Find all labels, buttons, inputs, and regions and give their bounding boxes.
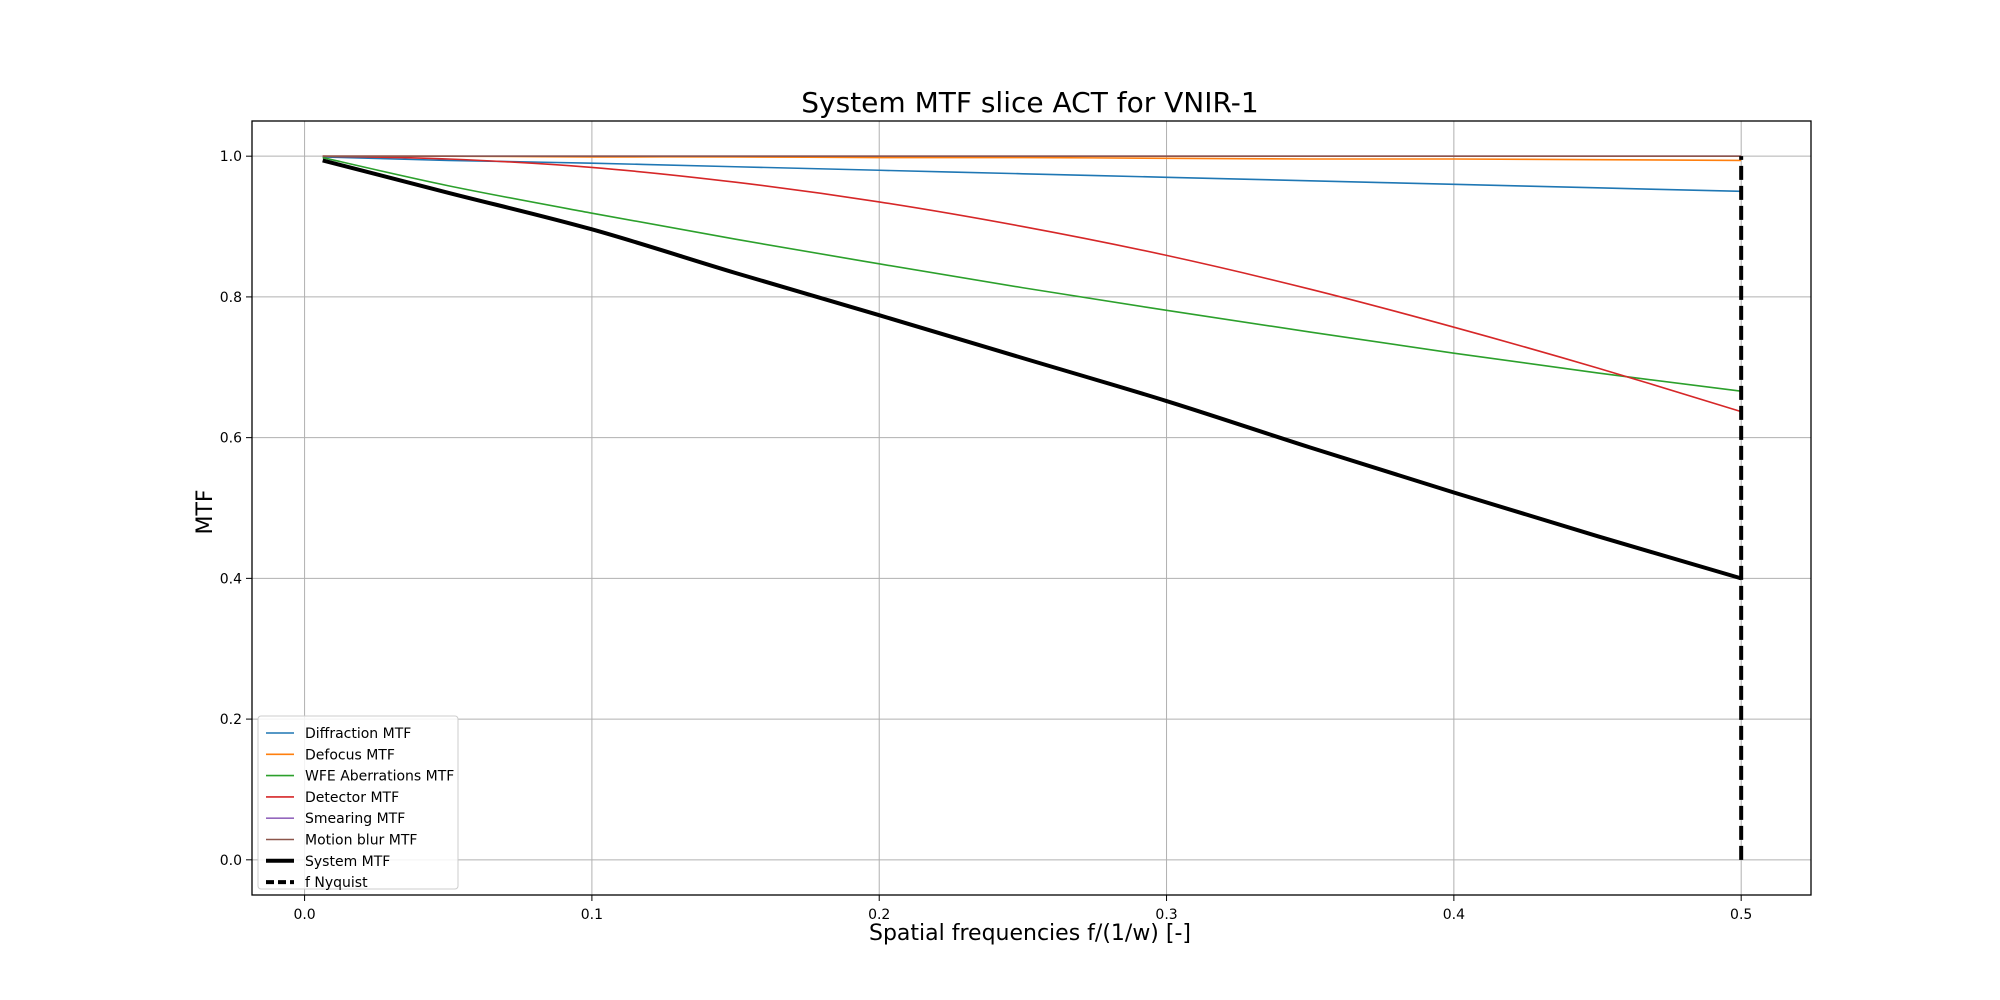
x-tick-label: 0.4: [1443, 907, 1465, 923]
x-tick-label: 0.5: [1730, 907, 1752, 923]
x-tick-label: 0.3: [1155, 907, 1177, 923]
y-tick-label: 0.0: [220, 853, 242, 869]
series-line-diffraction-mtf: [322, 156, 1742, 193]
y-tick-label: 0.8: [220, 290, 242, 306]
y-axis-label: MTF: [193, 489, 218, 534]
y-tick-label: 1.0: [220, 149, 242, 165]
y-tick-label: 0.2: [220, 712, 242, 728]
grid: [252, 121, 1811, 895]
legend-label: Diffraction MTF: [305, 726, 411, 742]
legend: Diffraction MTF Defocus MTF WFE Aberration…: [257, 715, 459, 891]
series-line-detector-mtf: [322, 155, 1742, 413]
legend-label: WFE Aberrations MTF: [305, 769, 454, 785]
legend-label: Smearing MTF: [305, 811, 405, 827]
legend-label: Defocus MTF: [305, 747, 395, 763]
y-tick-label: 0.4: [220, 571, 242, 587]
chart-title: System MTF slice ACT for VNIR-1: [801, 86, 1258, 119]
legend-box: [257, 715, 459, 890]
legend-label: System MTF: [305, 854, 390, 870]
x-tick-label: 0.0: [293, 907, 315, 923]
legend-label: Detector MTF: [305, 790, 399, 806]
series-line-wfe-aberrations-mtf: [322, 156, 1742, 392]
axis-ticks: 0.0 0.1 0.2 0.3 0.4 0.5 0.0 0.2 0.4 0.6 0.8 1.0: [220, 149, 1753, 923]
plot-frame: [251, 120, 1812, 896]
x-axis-label: Spatial frequencies f/(1/w) [-]: [869, 921, 1191, 946]
y-tick-label: 0.6: [220, 431, 242, 447]
legend-label: f Nyquist: [305, 875, 368, 891]
x-tick-label: 0.2: [868, 907, 890, 923]
legend-label: Motion blur MTF: [305, 833, 417, 849]
series-lines: [322, 155, 1744, 860]
series-line-system-mtf: [322, 158, 1742, 581]
x-tick-label: 0.1: [581, 907, 603, 923]
